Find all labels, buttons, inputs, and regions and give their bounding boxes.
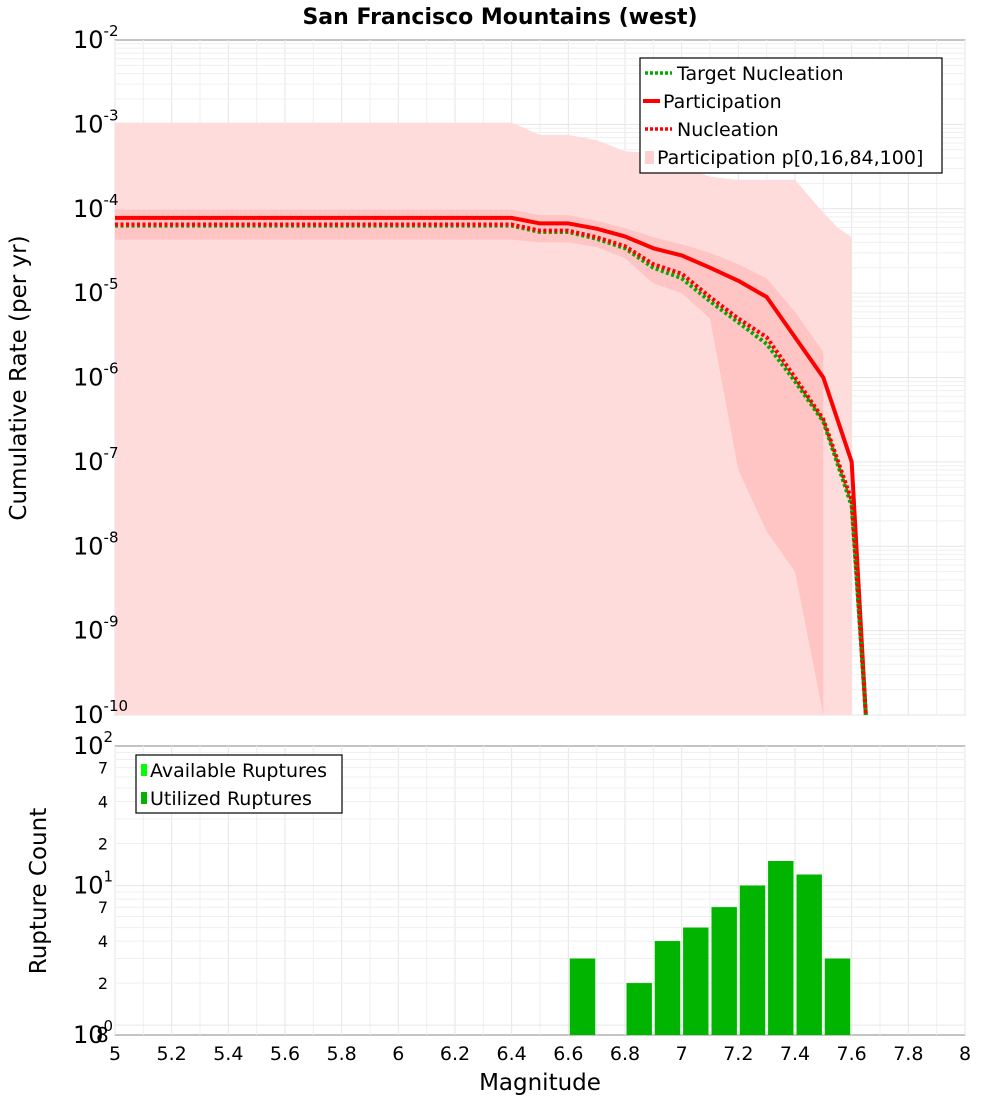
x-tick-label: 5.4 — [213, 1043, 243, 1065]
rate-y-tick-label: 10-3 — [73, 106, 119, 138]
x-tick-label: 8 — [959, 1043, 971, 1065]
utilized-rupture-bar — [768, 860, 794, 1035]
count-legend-box — [135, 754, 343, 814]
count-legend: Available Ruptures Utilized Ruptures — [135, 754, 343, 814]
rate-y-tick-label: 10-6 — [73, 360, 119, 392]
utilized-rupture-bar — [654, 941, 681, 1035]
utilized-rupture-bar — [711, 907, 737, 1035]
count-y-tick-label: 2 — [98, 974, 108, 993]
x-tick-label: 5.6 — [270, 1043, 300, 1065]
rate-y-tick-label: 10-4 — [73, 191, 119, 223]
legend-label-nucleation: Nucleation — [677, 119, 779, 141]
count-y-tick-label: 4 — [98, 793, 108, 812]
count-y-tick-label: 100 — [73, 1017, 113, 1049]
x-tick-label: 5 — [109, 1043, 121, 1065]
participation-band — [115, 122, 852, 715]
rate-panel: 10-10 10-9 10-8 10-7 10-6 10-5 10-4 10-3 10-2 Cu… — [6, 22, 966, 729]
x-tick-label: 7.2 — [723, 1043, 753, 1065]
x-tick-label: 7.6 — [837, 1043, 867, 1065]
x-tick-label: 5.8 — [327, 1043, 357, 1065]
count-y-tick-label: 7 — [98, 898, 108, 917]
x-tick-label: 6.4 — [497, 1043, 527, 1065]
rate-y-tick-label: 10-9 — [73, 613, 119, 645]
x-tick-label: 6.8 — [610, 1043, 640, 1065]
utilized-rupture-bar — [796, 874, 822, 1035]
count-x-ticks: 5 5.2 5.4 5.6 5.8 6 6.2 6.4 6.6 6.8 7 7.2 7.4 7.6 7.8 8 — [109, 1043, 971, 1065]
count-y-tick-label: 101 — [73, 868, 113, 900]
rate-y-tick-label: 10-8 — [73, 528, 119, 560]
utilized-rupture-bar — [739, 885, 766, 1035]
chart-title: San Francisco Mountains (west) — [302, 5, 697, 30]
rate-y-tick-label: 10-7 — [73, 444, 119, 476]
participation-line — [115, 215, 868, 716]
rate-y-ticks: 10-10 10-9 10-8 10-7 10-6 10-5 10-4 10-3 10-2 — [73, 22, 128, 729]
nucleation-line — [115, 222, 868, 716]
legend-swatch-utilized — [141, 792, 147, 804]
count-y-tick-label: 4 — [98, 932, 108, 951]
x-tick-label: 6.2 — [440, 1043, 470, 1065]
rate-legend-box — [639, 57, 943, 174]
count-y-axis-label: Rupture Count — [26, 808, 52, 974]
rate-y-tick-label: 10-5 — [73, 275, 119, 307]
x-tick-label: 7.4 — [780, 1043, 810, 1065]
rate-lines — [115, 215, 868, 716]
x-tick-label: 7 — [676, 1043, 688, 1065]
legend-label-available: Available Ruptures — [150, 760, 327, 782]
legend-label-participation: Participation — [663, 91, 782, 113]
x-tick-label: 6 — [392, 1043, 404, 1065]
x-tick-label: 6.6 — [553, 1043, 583, 1065]
rate-legend: Target Nucleation Participation Nucleati… — [639, 57, 943, 174]
x-tick-label: 5.2 — [157, 1043, 187, 1065]
count-y-tick-label: 7 — [98, 759, 108, 778]
legend-label-participation-band: Participation p[0,16,84,100] — [657, 147, 923, 169]
legend-label-utilized: Utilized Ruptures — [150, 788, 312, 810]
rate-y-tick-label: 10-10 — [73, 697, 128, 729]
legend-swatch-available — [141, 764, 147, 776]
count-y-tick-label: 102 — [73, 728, 113, 760]
count-bars — [569, 860, 851, 1035]
count-y-max-label: 8 — [96, 1023, 109, 1047]
utilized-rupture-bar — [683, 927, 709, 1035]
rate-y-axis-label: Cumulative Rate (per yr) — [6, 235, 32, 520]
count-y-tick-label: 2 — [98, 835, 108, 854]
legend-label-target-nucleation: Target Nucleation — [676, 63, 844, 85]
legend-swatch-participation-band — [645, 151, 654, 164]
rate-y-tick-label: 10-2 — [73, 22, 119, 54]
count-grid — [114, 746, 966, 1035]
utilized-rupture-bar — [569, 958, 596, 1035]
utilized-rupture-bar — [824, 958, 851, 1035]
x-axis-label: Magnitude — [479, 1070, 601, 1096]
utilized-rupture-bar — [626, 983, 652, 1035]
x-tick-label: 7.8 — [893, 1043, 923, 1065]
